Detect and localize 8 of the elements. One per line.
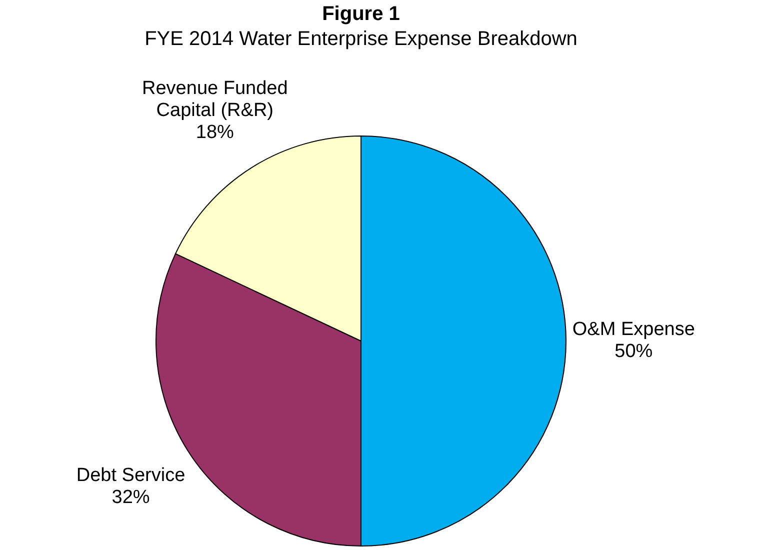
data-label: 50%: [614, 341, 653, 362]
data-label: 18%: [196, 122, 234, 143]
slice-label: Revenue Funded Capital (R&R): [142, 78, 288, 121]
slice-label: Debt Service: [76, 465, 186, 486]
chart-subtitle: FYE 2014 Water Enterprise Expense Breakdown: [144, 28, 578, 50]
chart-title: Figure 1: [322, 3, 400, 25]
data-label: 32%: [112, 487, 150, 508]
slice-label: O&M Expense: [572, 319, 695, 340]
